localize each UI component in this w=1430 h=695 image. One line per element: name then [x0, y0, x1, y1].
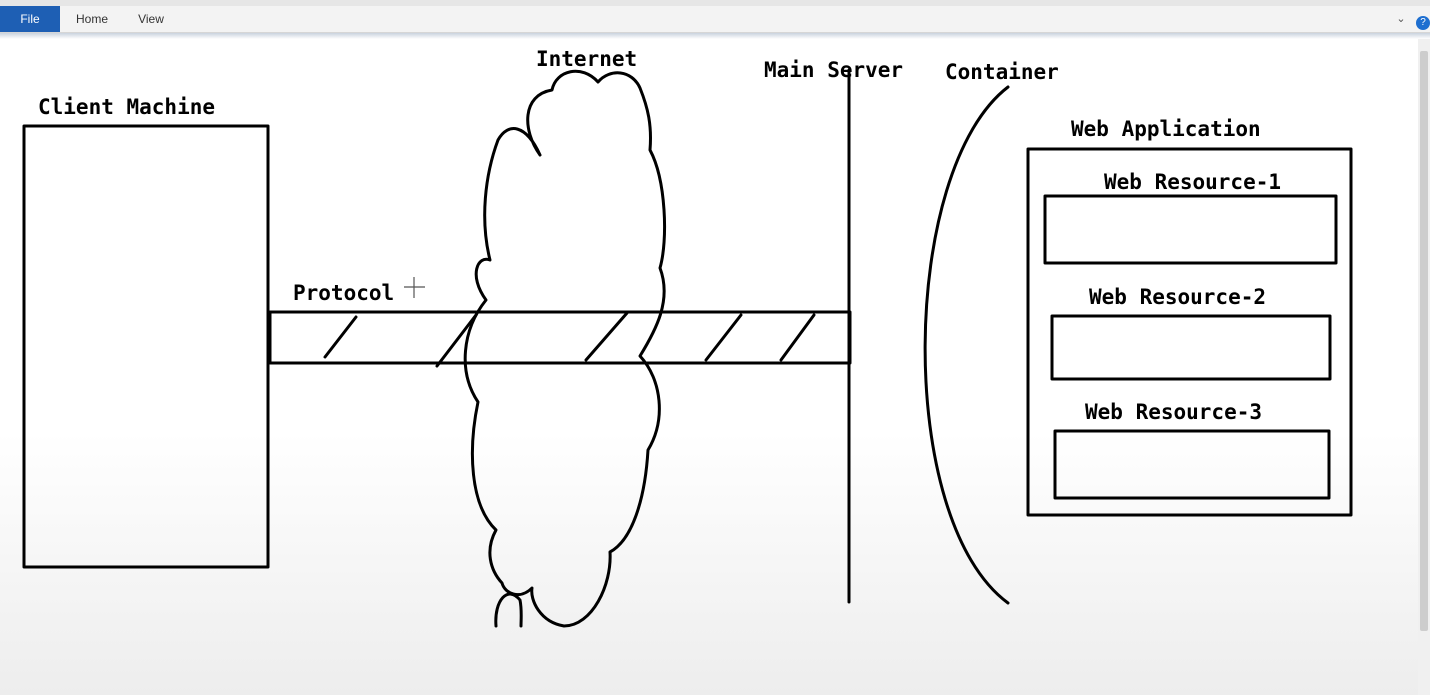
title-bar: [0, 0, 1430, 6]
internet-label: Internet: [536, 47, 637, 71]
web-resource-2-box: [1050, 314, 1332, 381]
protocol-tube: [268, 310, 852, 365]
client-machine-box: [22, 124, 270, 569]
web-resource-3-label: Web Resource-3: [1085, 400, 1262, 424]
web-resource-1-box: [1043, 194, 1338, 265]
drawing-canvas[interactable]: Client Machine Protocol Internet: [0, 39, 1418, 695]
web-resource-3-box: [1053, 429, 1331, 500]
container-arc: [923, 85, 1010, 605]
web-application-label: Web Application: [1071, 117, 1261, 141]
internet-cloud: [463, 69, 667, 628]
tab-view[interactable]: View: [138, 12, 164, 26]
vertical-scrollbar[interactable]: [1418, 39, 1430, 695]
diagram-drawing: Client Machine Protocol Internet: [22, 47, 1353, 628]
ribbon-divider: [0, 33, 1430, 39]
main-server-label: Main Server: [764, 58, 903, 82]
container-label: Container: [945, 60, 1059, 84]
help-icon[interactable]: ?: [1416, 16, 1430, 30]
tab-home[interactable]: Home: [75, 12, 108, 26]
scrollbar-thumb[interactable]: [1420, 51, 1428, 631]
client-machine-label: Client Machine: [38, 95, 215, 119]
chevron-down-icon[interactable]: ⌄: [1396, 13, 1406, 25]
protocol-hatching: [323, 311, 816, 368]
tab-file[interactable]: File: [0, 6, 60, 32]
web-resource-2-label: Web Resource-2: [1089, 285, 1266, 309]
crosshair-cursor-icon: [404, 277, 425, 298]
web-resource-1-label: Web Resource-1: [1104, 170, 1281, 194]
internet-cloud-wisp: [494, 592, 523, 628]
ribbon-tab-bar: File Home View ⌄ ?: [0, 6, 1430, 33]
web-application-box: [1026, 147, 1353, 517]
protocol-label: Protocol: [293, 281, 394, 305]
